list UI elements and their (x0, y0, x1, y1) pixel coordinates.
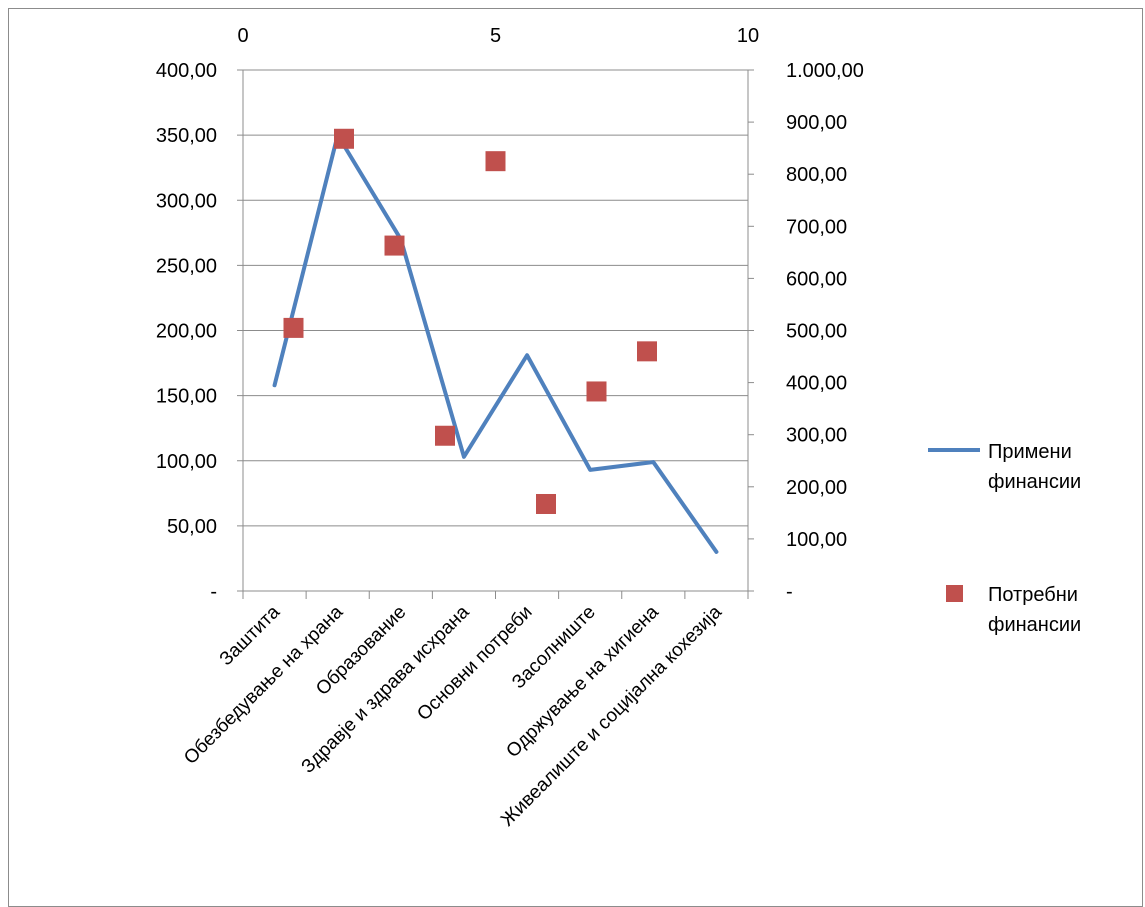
scatter-point (536, 493, 556, 514)
right-axis-tick-label: 400,00 (786, 373, 847, 395)
left-axis-tick-label: 100,00 (156, 451, 217, 473)
scatter-point (435, 425, 455, 446)
scatter-point (283, 317, 304, 338)
left-axis-tick-label: 150,00 (156, 386, 217, 408)
left-axis-tick-label: 400,00 (156, 60, 217, 82)
left-axis-tick-label: 50,00 (167, 516, 217, 538)
right-axis-tick-label: 100,00 (786, 529, 847, 551)
scatter-point (334, 128, 354, 149)
top-axis-tick-label: 10 (737, 25, 759, 47)
category-label: Живеалиште и социјална кохезија (497, 601, 726, 830)
legend-label-primeni-finansii: Примени финансии (988, 441, 1081, 493)
left-axis-tick-label: 250,00 (156, 255, 217, 277)
right-axis-tick-label: 500,00 (786, 321, 847, 343)
legend-square-marker (946, 585, 963, 602)
scatter-point (637, 341, 657, 362)
category-label: Основни потреби (413, 602, 536, 725)
right-axis-tick-label: 300,00 (786, 425, 847, 447)
right-axis-tick-label: - (786, 581, 793, 603)
right-axis-tick-label: 600,00 (786, 268, 847, 290)
series-line-primeni-finansii (272, 133, 719, 554)
left-axis-tick-label: - (210, 581, 217, 603)
right-axis-tick-label: 900,00 (786, 112, 847, 134)
legend-label-line: Потребни (988, 584, 1078, 606)
right-axis-tick-label: 200,00 (786, 477, 847, 499)
left-axis-tick-label: 350,00 (156, 125, 217, 147)
top-axis-tick-label: 5 (490, 25, 501, 47)
scatter-point (485, 151, 506, 172)
top-axis-tick-label: 0 (237, 25, 248, 47)
legend-label-line: финансии (988, 471, 1081, 493)
left-axis-tick-label: 200,00 (156, 321, 217, 343)
left-axis-tick-label: 300,00 (156, 190, 217, 212)
right-axis-tick-label: 1.000,00 (786, 60, 864, 82)
legend-label-line: Примени (988, 441, 1072, 463)
scatter-point (586, 381, 607, 402)
scatter-point (384, 235, 405, 256)
right-axis-tick-label: 800,00 (786, 164, 847, 186)
legend-label-potrebni-finansii: Потребни финансии (988, 584, 1081, 636)
legend-label-line: финансии (988, 614, 1081, 636)
chart-frame (8, 8, 1143, 907)
right-axis-tick-label: 700,00 (786, 216, 847, 238)
